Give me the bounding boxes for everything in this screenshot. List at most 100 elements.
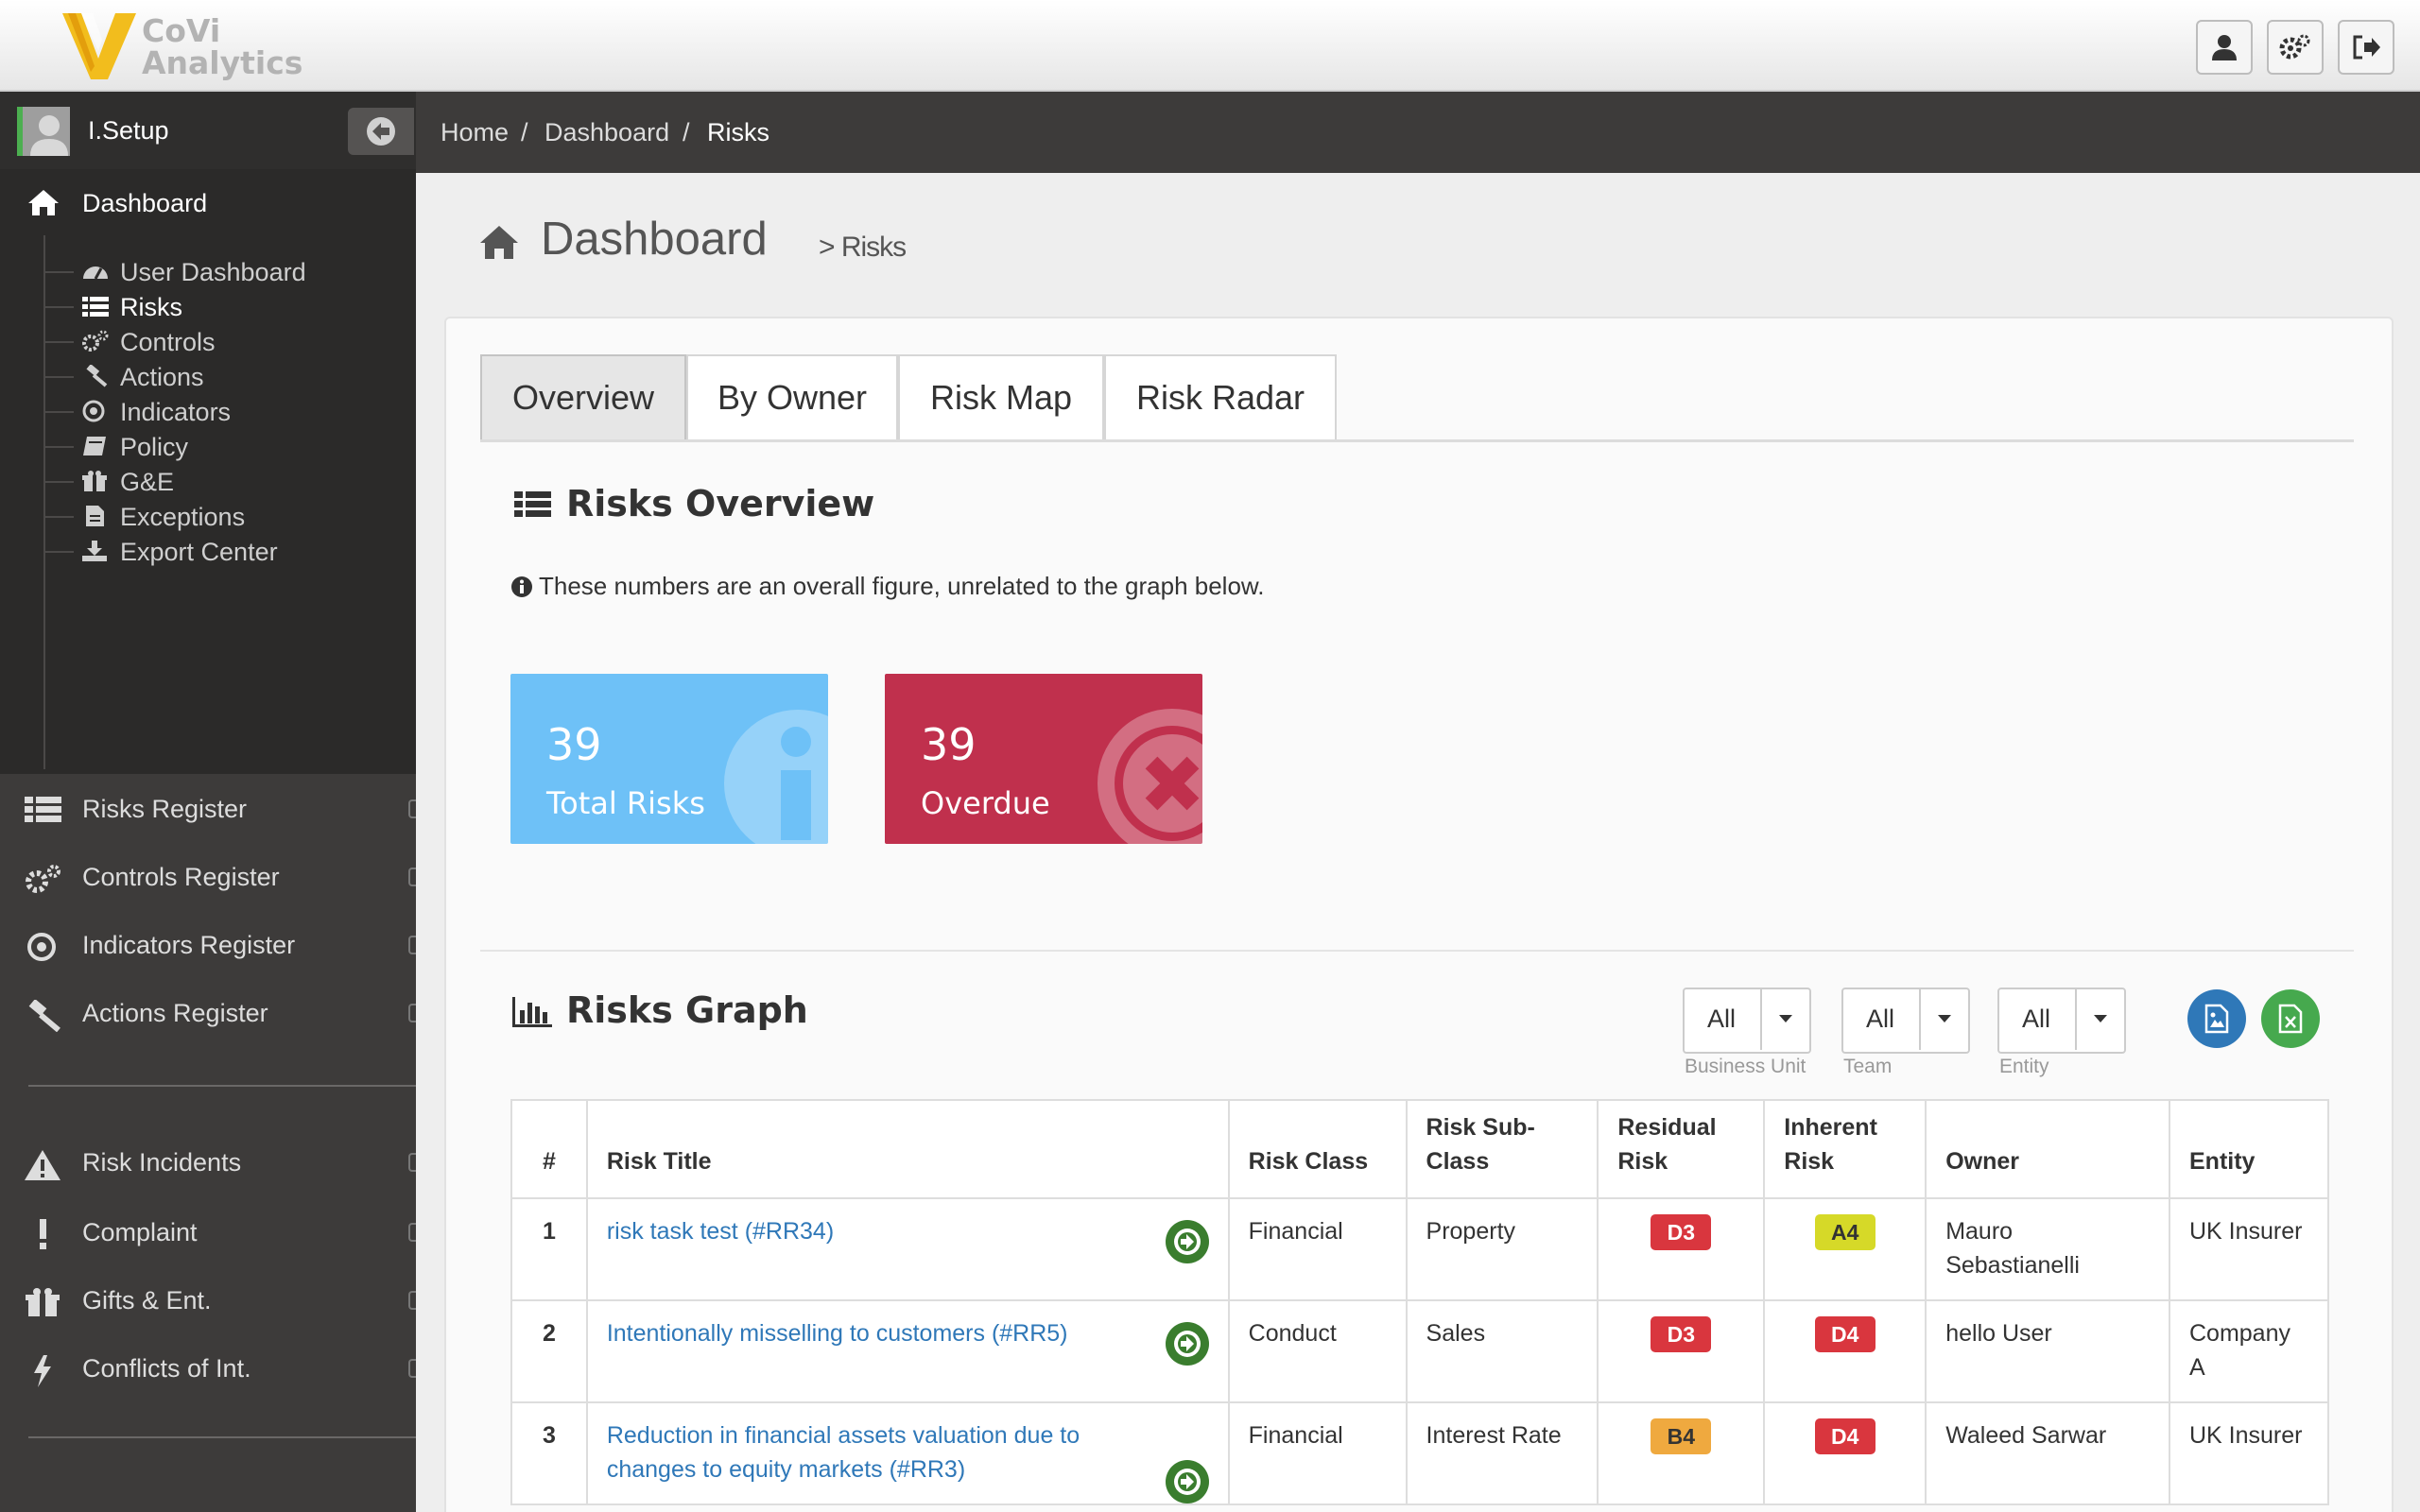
column-header[interactable]: Residual Risk: [1597, 1099, 1766, 1199]
target-icon: [27, 933, 56, 961]
entity-label: Entity: [1999, 1056, 2049, 1077]
business-unit-toggle[interactable]: [1760, 988, 1809, 1050]
total-risks-card[interactable]: 39 Total Risks: [510, 674, 828, 844]
sidebar-item-complaint[interactable]: Complaint: [0, 1202, 416, 1263]
export-image-button[interactable]: [2187, 989, 2246, 1048]
risk-entity: Company A: [2169, 1299, 2329, 1403]
total-risks-value: 39: [546, 719, 602, 770]
inherent-risk-badge: A4: [1814, 1214, 1876, 1250]
tab-by-owner[interactable]: By Owner: [686, 354, 898, 441]
overdue-card[interactable]: 39 Overdue: [885, 674, 1202, 844]
content-panel: Overview By Owner Risk Map Risk Radar Ri…: [444, 317, 2394, 1512]
arrow-circle-right-icon: [1173, 1228, 1201, 1255]
team-toggle[interactable]: [1919, 988, 1968, 1050]
sidebar-item-indicators-register[interactable]: Indicators Register: [0, 915, 416, 975]
table-header-row: # Risk Title Risk Class Risk Sub-Class R…: [510, 1099, 2329, 1199]
user-icon: [2212, 35, 2237, 60]
sidebar-item-dashboard[interactable]: Dashboard: [0, 169, 416, 235]
book-icon: [83, 437, 106, 455]
risk-title-cell: Intentionally misselling to customers (#…: [585, 1299, 1230, 1403]
breadcrumb-home[interactable]: Home: [441, 118, 510, 146]
exclamation-icon: [40, 1219, 46, 1249]
row-number: 2: [510, 1299, 588, 1403]
sidebar-item-gifts-ent[interactable]: Gifts & Ent.: [0, 1270, 416, 1331]
risks-graph-title: Risks Graph: [566, 989, 808, 1031]
bar-chart-icon: [512, 997, 552, 1027]
table-row: 2 Intentionally misselling to customers …: [510, 1299, 2329, 1403]
submenu-item-risks[interactable]: Risks: [45, 287, 414, 325]
risk-owner: Mauro Sebastianelli: [1925, 1197, 2170, 1301]
risk-owner: hello User: [1925, 1299, 2170, 1403]
caret-down-icon: [1779, 1014, 1792, 1022]
page-subtitle: > Risks: [819, 232, 907, 263]
sidebar-item-actions-register[interactable]: Actions Register: [0, 983, 416, 1043]
info-note: These numbers are an overall figure, unr…: [510, 572, 1264, 601]
open-risk-button[interactable]: [1165, 1322, 1209, 1366]
info-note-text: These numbers are an overall figure, unr…: [539, 572, 1265, 600]
brand-logo[interactable]: CoVi Analytics: [60, 9, 306, 83]
risk-title-link[interactable]: Intentionally misselling to customers (#…: [606, 1320, 1068, 1347]
sidebar-item-label: Complaint: [82, 1218, 198, 1246]
home-icon: [28, 190, 59, 215]
logout-button[interactable]: [2338, 20, 2394, 75]
sidebar: I.Setup Dashboard User Dashboard: [0, 92, 416, 1512]
open-risk-button[interactable]: [1165, 1460, 1209, 1503]
column-header[interactable]: Entity: [2169, 1099, 2329, 1199]
gift-icon: [26, 1288, 60, 1316]
settings-button[interactable]: [2267, 20, 2324, 75]
tab-risk-radar[interactable]: Risk Radar: [1104, 354, 1337, 441]
submenu-item-actions[interactable]: Actions: [45, 357, 414, 395]
tab-overview[interactable]: Overview: [480, 354, 686, 441]
open-risk-button[interactable]: [1165, 1220, 1209, 1263]
sidebar-item-label: Dashboard: [82, 189, 208, 217]
risk-title-cell: risk task test (#RR34): [585, 1197, 1230, 1301]
column-header[interactable]: Inherent Risk: [1763, 1099, 1927, 1199]
tab-risk-map[interactable]: Risk Map: [898, 354, 1104, 441]
column-header[interactable]: Risk Class: [1227, 1099, 1408, 1199]
submenu-item-user-dashboard[interactable]: User Dashboard: [45, 252, 414, 290]
risk-subclass: Interest Rate: [1405, 1401, 1599, 1505]
sidebar-item-risks-register[interactable]: Risks Register: [0, 779, 416, 839]
export-excel-button[interactable]: [2261, 989, 2320, 1048]
column-header[interactable]: #: [510, 1099, 588, 1199]
submenu-item-g-and-e[interactable]: G&E: [45, 462, 414, 500]
logout-icon: [2353, 35, 2380, 60]
breadcrumb: Home / Dashboard / Risks: [416, 92, 2420, 173]
list-icon: [514, 491, 551, 517]
submenu-item-controls[interactable]: Controls: [45, 322, 414, 360]
breadcrumb-dashboard[interactable]: Dashboard: [544, 118, 670, 146]
brand-line-2: Analytics: [142, 44, 303, 81]
sidebar-collapse-button[interactable]: [348, 108, 414, 155]
business-unit-value: All: [1706, 1004, 1736, 1033]
submenu-item-export-center[interactable]: Export Center: [45, 532, 414, 570]
sidebar-item-label: Actions Register: [82, 999, 268, 1027]
residual-risk-badge: D3: [1651, 1214, 1712, 1250]
gavel-icon: [86, 365, 108, 387]
breadcrumb-separator: /: [521, 118, 528, 146]
tab-underline: [480, 439, 2354, 442]
user-profile-button[interactable]: [2196, 20, 2253, 75]
risk-title-link[interactable]: Reduction in financial assets valuation …: [606, 1422, 1080, 1483]
table-row: 1 risk task test (#RR34) Financial Prope…: [510, 1197, 2329, 1301]
submenu-item-indicators[interactable]: Indicators: [45, 392, 414, 430]
inherent-risk-badge: D4: [1814, 1418, 1876, 1454]
avatar[interactable]: [17, 107, 70, 156]
column-header[interactable]: Risk Title: [585, 1099, 1230, 1199]
sidebar-item-risk-incidents[interactable]: Risk Incidents: [0, 1132, 416, 1193]
submenu-item-policy[interactable]: Policy: [45, 427, 414, 465]
risk-subclass: Sales: [1405, 1299, 1599, 1403]
residual-risk-badge: B4: [1651, 1418, 1712, 1454]
arrow-circle-left-icon: [367, 117, 395, 146]
entity-toggle[interactable]: [2075, 988, 2124, 1050]
submenu-item-exceptions[interactable]: Exceptions: [45, 497, 414, 535]
column-header[interactable]: Risk Sub-Class: [1405, 1099, 1599, 1199]
sidebar-item-controls-register[interactable]: Controls Register: [0, 847, 416, 907]
sidebar-item-label: Conflicts of Int.: [82, 1354, 251, 1383]
submenu-item-label: Controls: [120, 328, 216, 356]
sidebar-user-name[interactable]: I.Setup: [88, 116, 169, 145]
risk-title-link[interactable]: risk task test (#RR34): [606, 1218, 835, 1245]
risk-entity: UK Insurer: [2169, 1401, 2329, 1505]
column-header[interactable]: Owner: [1925, 1099, 2170, 1199]
sidebar-item-conflicts-of-int[interactable]: Conflicts of Int.: [0, 1338, 416, 1399]
risk-class: Conduct: [1227, 1299, 1408, 1403]
